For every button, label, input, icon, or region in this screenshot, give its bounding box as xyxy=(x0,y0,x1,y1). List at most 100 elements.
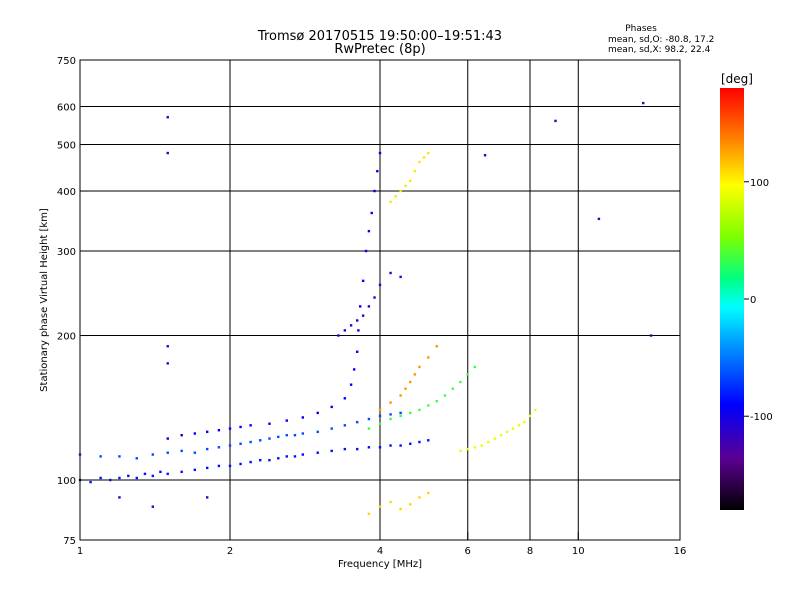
data-point xyxy=(301,432,305,435)
plot-frame xyxy=(79,59,681,541)
data-point xyxy=(409,442,412,445)
data-point xyxy=(378,446,382,449)
data-point xyxy=(355,447,359,451)
data-point xyxy=(409,411,412,415)
phases-legend: Phases mean, sd,O: -80.8, 17.2 mean, sd,… xyxy=(608,24,714,55)
data-point xyxy=(301,416,305,419)
data-point xyxy=(389,417,392,421)
data-point xyxy=(378,151,382,155)
data-point xyxy=(642,101,645,105)
data-point xyxy=(268,458,271,462)
y-tick-label: 400 xyxy=(57,187,76,198)
data-point xyxy=(205,447,209,451)
data-point xyxy=(367,446,371,449)
data-point xyxy=(418,365,421,369)
legend-o-stats: mean, sd,O: -80.8, 17.2 xyxy=(608,35,714,45)
data-point xyxy=(493,437,497,440)
data-point xyxy=(135,457,138,460)
data-point xyxy=(404,387,407,390)
data-point xyxy=(180,449,183,453)
data-point xyxy=(151,474,155,478)
data-point xyxy=(399,444,402,447)
data-point xyxy=(427,151,430,155)
data-point xyxy=(483,154,487,157)
data-point xyxy=(597,217,601,221)
data-point xyxy=(109,478,112,482)
data-point xyxy=(459,449,462,453)
data-point xyxy=(422,156,426,159)
data-point xyxy=(473,446,477,449)
y-axis-label: Stationary phase Virtual Height [km] xyxy=(39,208,50,392)
colorbar: [deg] 100 0 -100 xyxy=(720,72,773,510)
data-point xyxy=(166,362,169,365)
data-point xyxy=(367,305,371,308)
data-point xyxy=(394,195,397,198)
data-point xyxy=(378,283,382,287)
data-point xyxy=(118,476,121,480)
y-tick-label: 500 xyxy=(57,141,76,152)
data-point xyxy=(330,427,333,430)
y-tick-label: 750 xyxy=(57,56,76,67)
data-point xyxy=(249,440,252,444)
data-point xyxy=(413,373,417,376)
x-tick-label: 4 xyxy=(377,546,383,557)
data-point xyxy=(399,507,402,511)
data-point xyxy=(285,433,288,437)
colorbar-gradient xyxy=(720,88,744,510)
data-point xyxy=(180,470,183,474)
data-point xyxy=(357,329,360,332)
data-point xyxy=(427,404,430,407)
legend-title: Phases xyxy=(625,24,657,34)
data-point xyxy=(277,457,280,460)
data-point xyxy=(534,408,537,412)
data-point xyxy=(505,430,509,434)
data-point xyxy=(166,437,169,440)
data-point xyxy=(418,408,421,412)
x-tick-label: 8 xyxy=(527,546,533,557)
data-point xyxy=(367,512,371,516)
data-point xyxy=(427,491,430,495)
data-point xyxy=(166,345,169,348)
data-point xyxy=(343,329,347,332)
data-point xyxy=(217,446,221,449)
data-point xyxy=(361,279,365,283)
data-point xyxy=(228,427,232,430)
data-point xyxy=(316,451,319,454)
data-point xyxy=(373,296,376,299)
data-point xyxy=(499,433,503,437)
data-point xyxy=(427,356,430,359)
data-point xyxy=(554,119,557,123)
data-point xyxy=(435,399,438,403)
data-point xyxy=(355,420,359,424)
data-point xyxy=(159,470,162,474)
data-point xyxy=(389,200,392,203)
data-point xyxy=(259,439,262,442)
data-point xyxy=(378,408,382,412)
data-point xyxy=(316,411,319,415)
data-point xyxy=(89,480,92,484)
data-point xyxy=(239,442,242,445)
data-point xyxy=(135,476,138,480)
data-point xyxy=(367,229,371,233)
data-point xyxy=(118,455,121,458)
data-point xyxy=(143,472,147,476)
colorbar-tick-label: -100 xyxy=(750,412,773,423)
data-point xyxy=(473,365,477,369)
data-point xyxy=(480,444,483,447)
data-point xyxy=(166,116,169,119)
colorbar-ticks: 100 0 -100 xyxy=(744,178,773,423)
data-point xyxy=(355,350,359,353)
data-point xyxy=(277,435,280,439)
x-tick-label: 10 xyxy=(572,546,585,557)
data-point xyxy=(399,275,402,279)
data-point xyxy=(435,345,438,348)
data-point xyxy=(409,179,412,183)
data-point xyxy=(330,449,333,453)
colorbar-tick-label: 0 xyxy=(750,295,756,306)
data-point xyxy=(378,422,382,425)
x-tick-label: 6 xyxy=(465,546,471,557)
data-point xyxy=(389,444,392,447)
data-point xyxy=(205,466,209,470)
data-point xyxy=(316,430,319,434)
